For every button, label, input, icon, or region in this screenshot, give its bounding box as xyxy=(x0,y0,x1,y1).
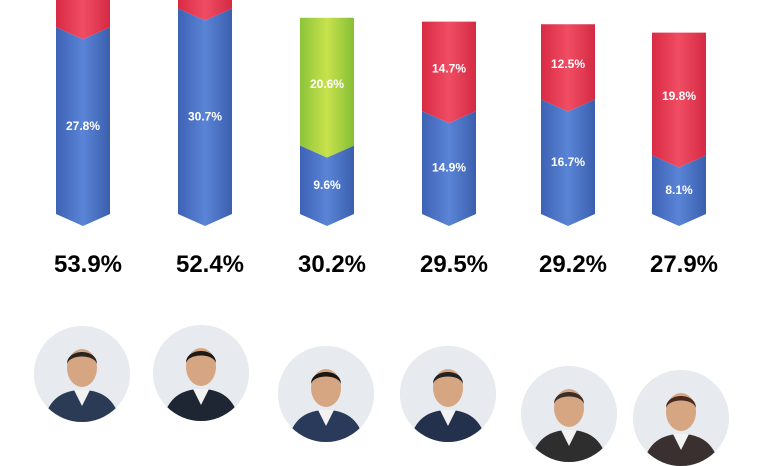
bar-value-label: 8.1% xyxy=(665,183,693,197)
bar-segment-top xyxy=(541,24,595,112)
bar-total-label: 30.2% xyxy=(298,251,366,278)
bar-total-label: 29.5% xyxy=(420,251,488,278)
bar-segment-base xyxy=(56,27,110,226)
bar-total-label: 53.9% xyxy=(54,251,122,278)
bar-value-label: 16.7% xyxy=(551,155,585,169)
bar-segment-base xyxy=(541,99,595,226)
bar-value-label: 12.5% xyxy=(551,57,585,71)
bar-total-label: 29.2% xyxy=(539,251,607,278)
bar-segment-base xyxy=(300,145,354,226)
bar-value-label: 14.7% xyxy=(432,62,466,76)
bar-segment-base xyxy=(178,8,232,227)
stacked-bar-chart: 27.8% 30.7% 9.6% 20.6% 14.9% 14.7% 16.7% 12.5% 8… xyxy=(54,0,718,278)
person-photo-icon xyxy=(34,326,130,422)
person-photo-icon xyxy=(633,370,729,466)
bar-segment-top xyxy=(300,17,354,158)
bar-segment-base xyxy=(422,111,476,226)
bar-value-label: 30.7% xyxy=(188,109,222,123)
person-photo-icon xyxy=(278,346,374,442)
bar-value-label: 19.8% xyxy=(662,89,696,103)
bar-total-label: 27.9% xyxy=(650,251,718,278)
bar-total-label: 52.4% xyxy=(176,251,244,278)
bar-value-label: 27.8% xyxy=(66,119,100,133)
bar-segment-top xyxy=(652,32,706,168)
person-photo-icon xyxy=(521,366,617,462)
bar-segment-top xyxy=(422,21,476,124)
person-photo-icon xyxy=(400,346,496,442)
bar-value-label: 9.6% xyxy=(313,178,341,192)
bar-value-label: 14.9% xyxy=(432,161,466,175)
bar-value-label: 20.6% xyxy=(310,77,344,91)
person-photo-icon xyxy=(153,325,249,421)
bar-segment-base xyxy=(652,155,706,226)
bar-segment-top xyxy=(56,0,110,40)
bar-segment-top xyxy=(178,0,232,21)
